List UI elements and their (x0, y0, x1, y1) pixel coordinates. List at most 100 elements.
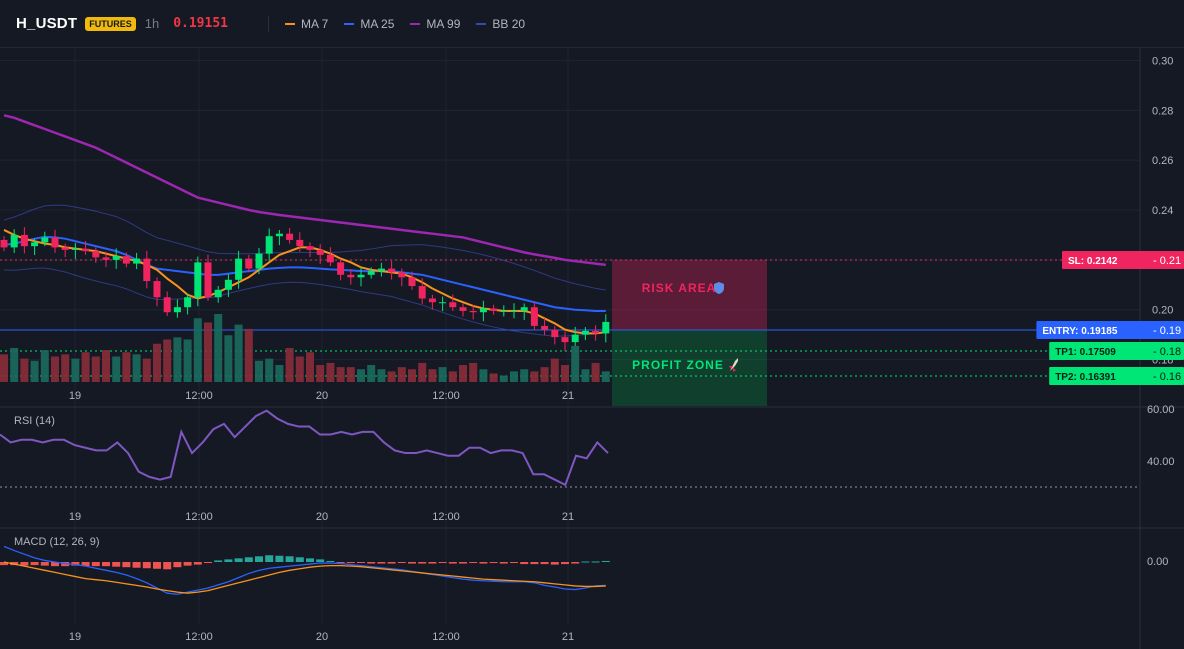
candle-body (530, 307, 538, 326)
candle-body (112, 256, 120, 260)
macd-histogram-bar (0, 562, 8, 566)
volume-bar (81, 352, 90, 382)
rocket-icon (729, 358, 738, 372)
macd-histogram-bar (30, 562, 39, 566)
stop-loss-axis-text: - 0.21 (1153, 255, 1181, 267)
candle-body (337, 262, 345, 275)
legend-item-ma99[interactable]: MA 99 (410, 17, 460, 31)
candle-body (428, 298, 436, 303)
legend-swatch (344, 22, 355, 25)
macd-histogram-bar (520, 562, 529, 565)
candle-body (500, 310, 508, 312)
volume-bar (173, 337, 182, 382)
candle-body (92, 251, 100, 258)
candle-body (326, 254, 334, 263)
candle-body (490, 308, 498, 311)
legend-swatch (410, 22, 421, 25)
candle-body (122, 256, 130, 264)
volume-bar (469, 362, 478, 382)
candle-body (398, 272, 406, 278)
candle-body (367, 271, 375, 275)
macd-histogram-bar (173, 562, 182, 568)
macd-histogram-bar (510, 562, 518, 564)
macd-histogram-bar (428, 562, 437, 564)
macd-histogram-bar (204, 562, 212, 564)
legend-item-ma25[interactable]: MA 25 (344, 17, 394, 31)
time-tick-label: 19 (69, 390, 81, 402)
volume-bar (357, 369, 365, 382)
volume-bar (581, 369, 590, 382)
legend-label: BB 20 (492, 16, 526, 31)
rsi-title: RSI (14) (14, 415, 55, 427)
macd-histogram-bar (469, 562, 478, 564)
macd-histogram-bar (448, 562, 457, 564)
macd-histogram-bar (214, 560, 223, 562)
interval-label[interactable]: 1h (144, 16, 160, 31)
macd-histogram-bar (561, 562, 569, 565)
candle-body (510, 310, 518, 312)
volume-bar (530, 371, 539, 382)
candle-body (592, 330, 600, 334)
macd-histogram-bar (102, 562, 110, 567)
legend-label: MA 99 (426, 16, 461, 31)
tp2-axis-text: - 0.16 (1153, 371, 1181, 383)
volume-bar (265, 358, 274, 382)
ma25-line (3, 235, 606, 312)
time-tick-label: 12:00 (185, 631, 213, 643)
volume-bar (428, 369, 437, 382)
candle-body (347, 274, 355, 278)
volume-bar (163, 339, 172, 382)
legend-item-bb20[interactable]: BB 20 (476, 17, 525, 31)
macd-histogram-bar (438, 562, 447, 564)
symbol-name[interactable]: H_USDT (16, 15, 78, 32)
volume-bar (316, 365, 325, 382)
candle-body (316, 249, 324, 255)
macd-histogram-bar (81, 562, 90, 567)
macd-line (3, 545, 606, 595)
volume-bar (295, 356, 304, 382)
volume-bar (397, 367, 406, 382)
candle-body (469, 310, 477, 313)
volume-bar (336, 367, 345, 382)
candle-body (408, 277, 416, 287)
price-tick-label: 0.28 (1152, 105, 1173, 117)
stop-loss-tag-bg (1062, 251, 1184, 269)
candle-body (214, 289, 222, 298)
volume-bar (561, 365, 569, 382)
candle-body (265, 236, 273, 254)
volume-bar (418, 362, 427, 382)
profit-zone-label: PROFIT ZONE (632, 358, 724, 372)
volume-bar (20, 358, 29, 382)
time-tick-label: 21 (562, 511, 574, 523)
volume-bar (285, 348, 294, 382)
volume-bars (0, 314, 610, 382)
time-tick-label: 19 (69, 631, 81, 643)
macd-histogram-bar (91, 562, 100, 567)
volume-bar (367, 365, 376, 382)
candle-body (194, 262, 202, 298)
volume-bar (204, 322, 212, 382)
volume-bar (0, 354, 8, 382)
candle-body (571, 334, 579, 343)
candlesticks (0, 227, 610, 352)
volume-bar (510, 371, 518, 382)
macd-title: MACD (12, 26, 9) (14, 536, 100, 548)
candle-body (173, 307, 181, 313)
volume-bar (122, 352, 131, 382)
volume-bar (306, 352, 314, 382)
volume-bar (499, 375, 508, 382)
macd-histogram-bar (316, 559, 325, 562)
entry-axis-text: - 0.19 (1153, 325, 1181, 337)
macd-histogram-bar (132, 562, 141, 568)
time-tick-label: 12:00 (185, 511, 213, 523)
volume-bar (550, 358, 559, 382)
macd-histogram-bar (530, 562, 539, 565)
legend-item-ma7[interactable]: MA 7 (284, 17, 328, 31)
volume-bar (326, 362, 335, 382)
volume-bar (142, 358, 151, 382)
volume-bar (183, 339, 192, 382)
volume-bar (51, 356, 59, 382)
macd-histogram-bar (163, 562, 172, 570)
time-tick-label: 12:00 (432, 511, 460, 523)
